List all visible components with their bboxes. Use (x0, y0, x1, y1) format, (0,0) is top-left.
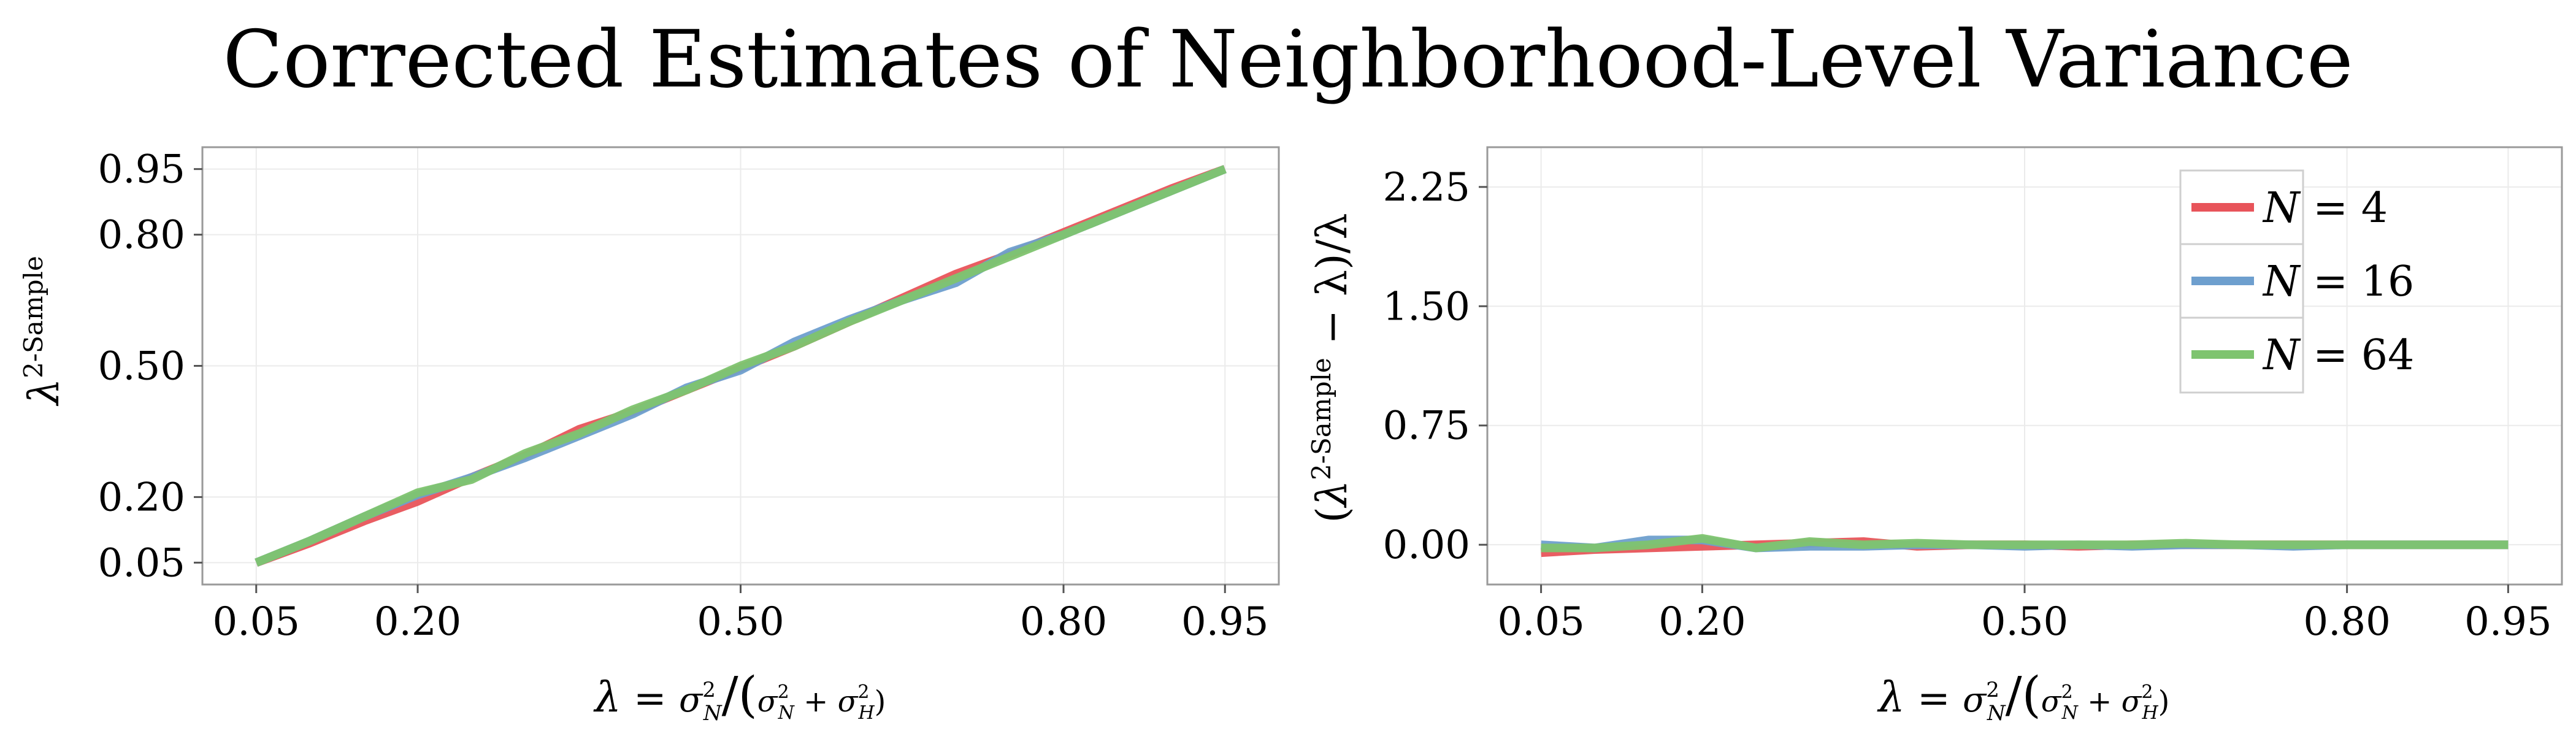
right-y-tick-label: 0.75 (1383, 404, 1471, 449)
left-y-label-lambda: λ (20, 378, 69, 407)
legend-label-n64: N = 64 (2262, 331, 2414, 380)
right-x-label-sub2: N (2061, 702, 2079, 724)
left-series-line-n64 (255, 165, 1227, 567)
left-x-label-sub2: N (778, 702, 795, 724)
left-x-ticks: 0.05 0.20 0.50 0.80 0.95 (213, 585, 1269, 645)
right-x-label-sigma-n: σ (1963, 680, 1987, 720)
left-panel: 0.950.800.500.200.05 0.05 0.20 0.50 0.80 0.9… (18, 146, 1280, 726)
left-y-axis-label: λ2-Sample (18, 256, 69, 407)
left-x-label-sigma-n: σ (679, 680, 703, 720)
left-x-axis-label: λ = σ2 N/(σ2 N + σ2 H) (593, 666, 886, 726)
left-x-label-eq: = (621, 676, 679, 721)
right-y-label-sup: 2-Sample (1306, 358, 1336, 480)
right-y-tick-label: 1.50 (1383, 284, 1471, 329)
right-y-label-lambda: λ (1308, 480, 1357, 508)
left-y-tick-label: 0.50 (98, 344, 186, 389)
left-y-tick-label: 0.20 (98, 475, 186, 520)
right-x-tick-label: 0.80 (2303, 599, 2391, 645)
left-x-label-sub1: N (703, 701, 723, 726)
right-x-label-sigma-h: σ (2122, 684, 2142, 719)
right-x-tick-label: 0.05 (1497, 599, 1585, 645)
left-x-tick-label: 0.80 (1020, 599, 1108, 645)
right-y-axis-label: (λ2-Sample − λ)/λ (1306, 213, 1357, 523)
left-y-tick-label: 0.05 (98, 540, 186, 586)
right-x-axis-label: λ = σ2 N/(σ2 N + σ2 H) (1877, 666, 2170, 726)
left-x-label-sup1: 2 (702, 678, 716, 702)
right-series-line-n64 (1541, 534, 2509, 553)
right-y-tick-label: 0.00 (1383, 523, 1471, 568)
left-x-label-lambda: λ (593, 673, 621, 722)
left-x-label-sup3: 2 (857, 681, 869, 703)
left-y-tick-label: 0.95 (98, 147, 186, 193)
left-y-tick-label: 0.80 (98, 213, 186, 258)
left-series-lines (255, 165, 1227, 567)
right-x-ticks: 0.05 0.20 0.50 0.80 0.95 (1497, 585, 2552, 645)
left-x-label-sub3: H (858, 702, 875, 724)
left-x-tick-label: 0.05 (213, 599, 301, 645)
right-x-tick-label: 0.95 (2464, 599, 2552, 645)
left-x-label-plus: + (794, 684, 838, 719)
right-x-label-lambda: λ (1877, 673, 1905, 722)
left-x-label-sigma-n2: σ (757, 684, 778, 719)
right-x-label-sub3: H (2142, 702, 2159, 724)
right-x-tick-label: 0.20 (1658, 599, 1746, 645)
left-y-ticks: 0.95 0.80 0.50 0.20 0.05 (98, 147, 202, 586)
right-series-lines (1541, 534, 2509, 558)
right-x-label-sigma-n2: σ (2041, 684, 2062, 719)
right-x-tick-label: 0.50 (1981, 599, 2069, 645)
right-x-label-sup3: 2 (2141, 681, 2153, 703)
right-y-label-open: ( (1308, 507, 1357, 523)
right-panel: 2.251.500.750.00 0.05 0.20 0.50 0.80 0.95 (λ… (1306, 146, 2563, 726)
legend-label-n4: N = 4 (2262, 184, 2388, 232)
right-y-tick-label: 2.25 (1383, 165, 1471, 210)
left-x-tick-label: 0.50 (697, 599, 784, 645)
right-x-label-sub1: N (1987, 701, 2006, 726)
left-x-label-sup2: 2 (778, 681, 789, 703)
right-x-label-eq: = (1905, 676, 1963, 721)
left-x-tick-label: 0.95 (1181, 599, 1269, 645)
right-x-label-sup2: 2 (2061, 681, 2073, 703)
left-y-label-sup: 2-Sample (18, 256, 48, 378)
right-y-label-minus: − λ)/λ (1308, 213, 1357, 358)
right-y-ticks: 2.25 1.50 0.75 0.00 (1383, 165, 1487, 568)
right-x-label-sup1: 2 (1986, 678, 1999, 702)
left-x-label-sigma-h: σ (838, 684, 859, 719)
legend-label-n16: N = 16 (2262, 258, 2414, 306)
left-x-tick-label: 0.20 (374, 599, 462, 645)
chart-title: Corrected Estimates of Neighborhood-Leve… (223, 14, 2353, 105)
right-x-label-plus: + (2078, 684, 2122, 719)
legend: N = 4 N = 16 N = 64 (2179, 169, 2414, 394)
